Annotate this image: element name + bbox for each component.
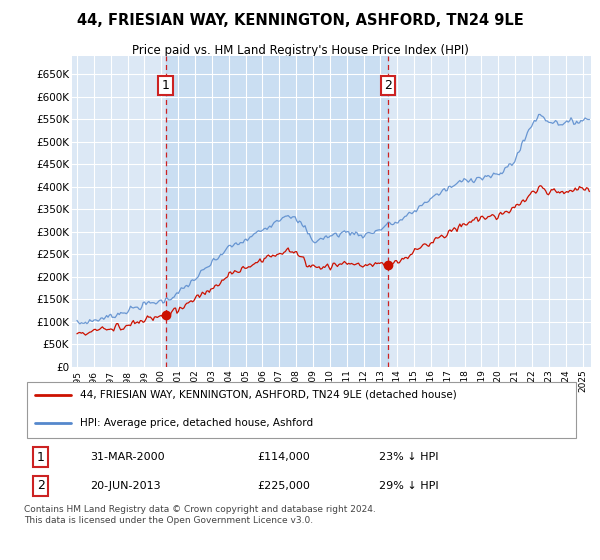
Text: 23% ↓ HPI: 23% ↓ HPI bbox=[379, 452, 439, 462]
Text: 1: 1 bbox=[161, 79, 169, 92]
Text: £225,000: £225,000 bbox=[257, 481, 310, 491]
Text: Contains HM Land Registry data © Crown copyright and database right 2024.
This d: Contains HM Land Registry data © Crown c… bbox=[24, 506, 376, 525]
Text: 31-MAR-2000: 31-MAR-2000 bbox=[91, 452, 165, 462]
Text: HPI: Average price, detached house, Ashford: HPI: Average price, detached house, Ashf… bbox=[79, 418, 313, 428]
Text: 2: 2 bbox=[385, 79, 392, 92]
Text: 44, FRIESIAN WAY, KENNINGTON, ASHFORD, TN24 9LE (detached house): 44, FRIESIAN WAY, KENNINGTON, ASHFORD, T… bbox=[79, 390, 456, 400]
FancyBboxPatch shape bbox=[27, 382, 576, 438]
Text: Price paid vs. HM Land Registry's House Price Index (HPI): Price paid vs. HM Land Registry's House … bbox=[131, 44, 469, 57]
Text: 29% ↓ HPI: 29% ↓ HPI bbox=[379, 481, 439, 491]
Text: 1: 1 bbox=[37, 451, 44, 464]
Bar bbox=[166, 56, 388, 367]
Text: 2: 2 bbox=[37, 479, 44, 492]
Text: £114,000: £114,000 bbox=[257, 452, 310, 462]
Text: 44, FRIESIAN WAY, KENNINGTON, ASHFORD, TN24 9LE: 44, FRIESIAN WAY, KENNINGTON, ASHFORD, T… bbox=[77, 13, 523, 28]
Text: 20-JUN-2013: 20-JUN-2013 bbox=[91, 481, 161, 491]
